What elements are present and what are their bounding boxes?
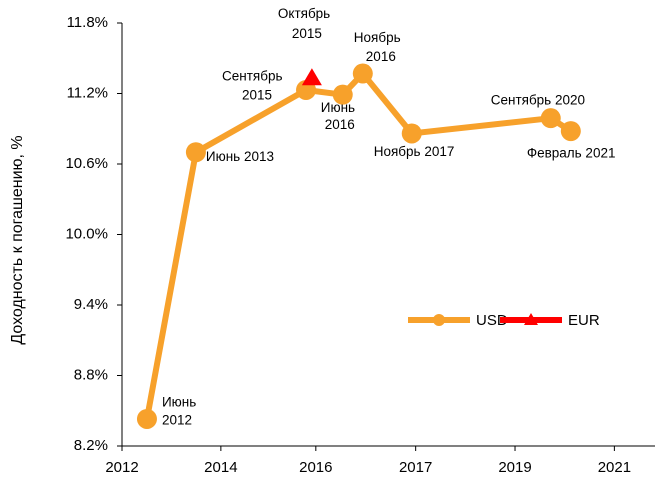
y-tick-label: 10.6% [65,155,108,172]
legend-label: EUR [568,312,600,329]
x-tick-label: 2016 [299,459,332,476]
y-tick-label: 8.2% [74,437,108,454]
y-tick-label: 9.4% [74,296,108,313]
x-tick-label: 2012 [105,459,138,476]
point-label: Июнь 2013 [206,149,274,164]
point-label: 2012 [162,413,192,428]
y-tick-label: 11.2% [67,84,108,101]
legend-marker [524,313,538,325]
y-tick-label: 10.0% [65,225,108,242]
line [144,70,573,420]
point-label: Ноябрь 2017 [374,144,455,159]
marker [332,84,353,105]
point-label: 2016 [325,117,355,132]
y-tick-label: 8.8% [74,366,108,383]
x-tick-label: 2021 [598,459,631,476]
point-label: Февраль 2021 [527,146,616,161]
point-label: Октябрь [278,6,330,21]
marker [352,63,373,84]
marker [540,108,561,129]
point-label: Июнь [321,100,355,115]
point-label: 2015 [292,26,322,41]
y-axis-label: Доходность к погашению, % [9,135,26,344]
point-label: 2015 [242,88,272,103]
y-tick-label: 11.8% [67,14,108,31]
point-label: 2016 [366,49,396,64]
marker [401,123,422,144]
point-label: Сентябрь 2020 [491,93,585,108]
marker [136,408,157,429]
x-tick-label: 2017 [399,459,432,476]
point-label: Ноябрь [354,30,401,45]
x-tick-label: 2019 [498,459,531,476]
x-tick-label: 2014 [204,459,237,476]
marker [301,68,322,86]
point-label: Сентябрь [222,69,282,84]
marker [560,121,581,142]
legend-label: USD [476,312,508,329]
marker [185,142,206,163]
point-label: Июнь [162,395,196,410]
legend-marker [433,314,445,326]
